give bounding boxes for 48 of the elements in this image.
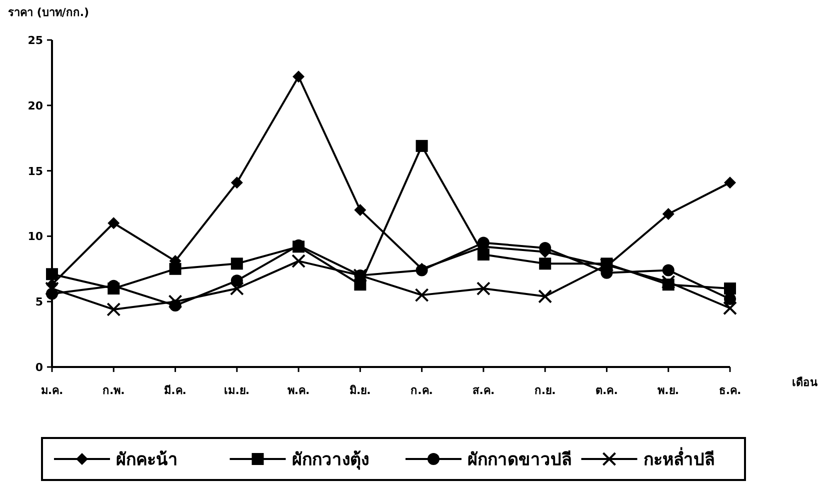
point xyxy=(724,282,736,295)
x-tick-label: ม.ค. xyxy=(40,384,64,397)
y-tick-label: 20 xyxy=(28,99,44,112)
point xyxy=(169,262,182,275)
point xyxy=(538,289,552,304)
point xyxy=(416,140,428,152)
x-tick-label: มี.ค. xyxy=(164,384,186,397)
point xyxy=(108,217,120,230)
point xyxy=(230,258,243,270)
x-tick-label: ก.ย. xyxy=(534,384,556,397)
y-tick-label: 5 xyxy=(35,296,43,309)
point xyxy=(476,282,490,296)
point xyxy=(230,176,243,189)
legend-label: ผักกวางตุ้ง xyxy=(292,450,369,470)
point xyxy=(45,282,59,296)
legend-label: ผักกาดขาวปลี xyxy=(468,449,572,470)
point xyxy=(477,248,490,261)
point xyxy=(168,294,182,309)
point xyxy=(230,282,244,296)
point xyxy=(662,264,674,276)
x-tick-label: มิ.ย. xyxy=(350,384,371,397)
y-tick-label: 25 xyxy=(28,34,43,47)
point xyxy=(414,288,429,302)
x-axis-title: เดือน xyxy=(792,376,818,389)
x-tick-label: เม.ย. xyxy=(224,384,250,397)
y-tick-label: 15 xyxy=(28,164,43,178)
x-tick-label: ธ.ค. xyxy=(718,384,742,397)
y-tick-label: 0 xyxy=(35,361,44,374)
legend-label: ผักคะน้า xyxy=(116,450,178,470)
y-axis-title: ราคา (บาท/กก.) xyxy=(8,6,90,19)
point xyxy=(106,302,121,316)
x-tick-label: พ.ค. xyxy=(287,384,310,397)
legend-label: กะหล่ำปลี xyxy=(643,447,714,470)
point xyxy=(539,258,552,270)
point xyxy=(292,254,306,268)
point xyxy=(46,268,58,280)
x-tick-label: ต.ค. xyxy=(596,384,618,397)
point xyxy=(724,176,736,189)
point xyxy=(661,274,676,289)
point xyxy=(662,208,674,220)
x-tick-label: ส.ค. xyxy=(472,384,495,397)
point xyxy=(723,301,737,316)
x-tick-label: พ.ย. xyxy=(658,384,680,397)
y-tick-label: 10 xyxy=(28,230,44,244)
x-tick-label: ก.พ. xyxy=(102,384,125,397)
point xyxy=(354,204,366,216)
x-tick-label: ก.ค. xyxy=(410,384,433,397)
point xyxy=(292,70,305,83)
